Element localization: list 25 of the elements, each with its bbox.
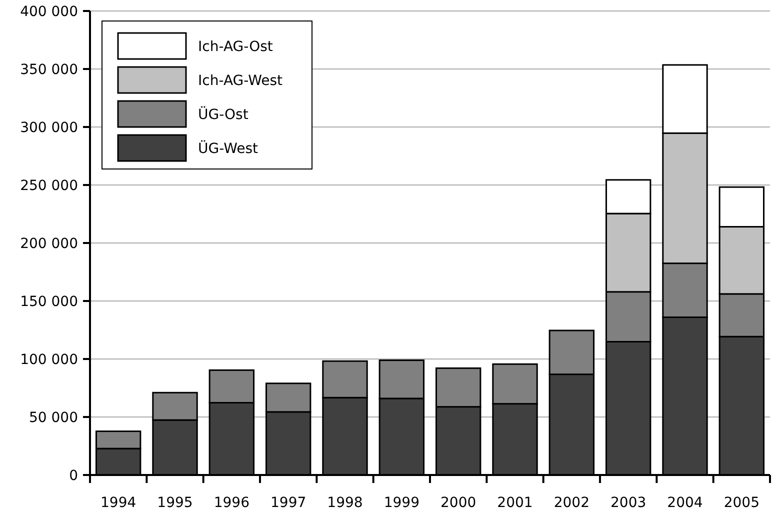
x-tick-label: 2003: [610, 495, 646, 511]
x-tick-label: 2005: [724, 495, 760, 511]
legend-label: ÜG-West: [198, 140, 259, 157]
y-tick-label: 200 000: [20, 236, 78, 252]
y-tick-label: 150 000: [20, 294, 78, 310]
x-tick-label: 1996: [214, 495, 250, 511]
y-tick-label: 0: [69, 468, 78, 484]
y-tick-label: 400 000: [20, 4, 78, 20]
x-tick-label: 1995: [157, 495, 193, 511]
x-tick-label: 1997: [270, 495, 306, 511]
x-tick-label: 2002: [554, 495, 590, 511]
legend-label: Ich-AG-Ost: [198, 39, 274, 55]
legend-label: ÜG-Ost: [198, 106, 249, 123]
x-tick-label: 1999: [384, 495, 420, 511]
x-tick-label: 1994: [100, 495, 136, 511]
y-tick-label: 350 000: [20, 62, 78, 78]
x-tick-label: 2000: [440, 495, 476, 511]
x-tick-label: 1998: [327, 495, 363, 511]
x-tick-label: 2001: [497, 495, 533, 511]
y-tick-label: 50 000: [29, 410, 78, 426]
y-tick-label: 250 000: [20, 178, 78, 194]
y-tick-label: 300 000: [20, 120, 78, 136]
x-tick-label: 2004: [667, 495, 703, 511]
y-tick-label: 100 000: [20, 352, 78, 368]
legend-label: Ich-AG-West: [198, 73, 284, 89]
